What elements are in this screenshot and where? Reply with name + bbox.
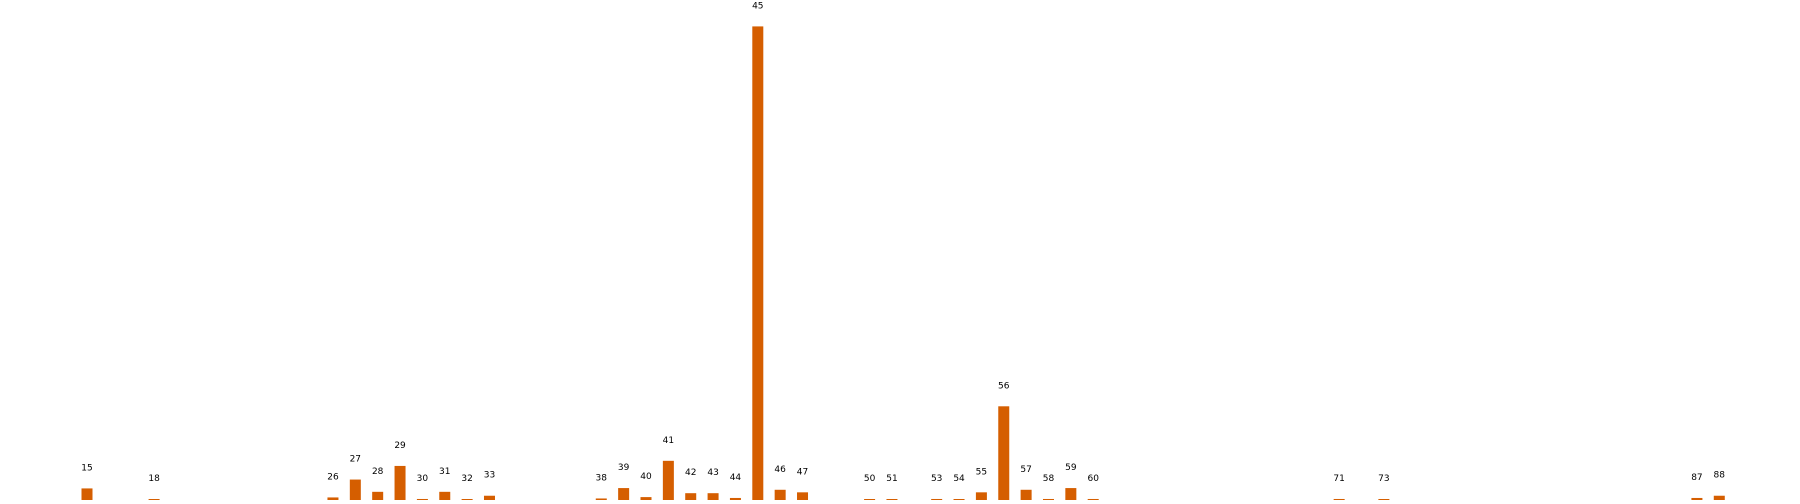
bar-label-29: 29 <box>394 441 406 451</box>
bar-label-40: 40 <box>640 472 652 482</box>
bar-label-39: 39 <box>618 463 630 473</box>
bar-label-53: 53 <box>931 474 942 484</box>
bar-60 <box>1087 498 1099 500</box>
bar-56 <box>998 406 1010 500</box>
bar-label-42: 42 <box>685 468 696 478</box>
bar-31 <box>439 491 451 500</box>
bar-label-51: 51 <box>886 474 897 484</box>
bar-label-38: 38 <box>596 473 608 483</box>
bar-label-87: 87 <box>1691 473 1702 483</box>
bar-71 <box>1333 498 1345 500</box>
bar-59 <box>1065 488 1077 500</box>
bar-label-60: 60 <box>1087 474 1099 484</box>
bar-label-46: 46 <box>774 465 786 475</box>
bar-label-45: 45 <box>752 1 763 11</box>
bar-label-54: 54 <box>953 474 965 484</box>
bar-29 <box>394 465 406 500</box>
bar-label-47: 47 <box>797 467 808 477</box>
bar-label-44: 44 <box>730 473 742 483</box>
bar-42 <box>685 493 697 500</box>
bar-27 <box>349 479 361 500</box>
bar-55 <box>975 492 987 500</box>
bar-label-41: 41 <box>663 436 674 446</box>
bar-label-43: 43 <box>707 468 718 478</box>
bar-40 <box>640 497 652 500</box>
bar-26 <box>327 497 339 500</box>
bar-label-88: 88 <box>1714 471 1726 481</box>
bar-label-26: 26 <box>327 472 339 482</box>
bar-53 <box>931 498 943 500</box>
bar-30 <box>416 498 428 500</box>
bars-layer <box>81 26 1725 500</box>
bar-38 <box>595 498 607 500</box>
bar-label-58: 58 <box>1043 474 1055 484</box>
bar-57 <box>1020 489 1032 500</box>
bar-label-31: 31 <box>439 467 450 477</box>
bar-label-32: 32 <box>461 474 472 484</box>
bar-88 <box>1713 495 1725 500</box>
bar-label-56: 56 <box>998 381 1010 391</box>
bar-label-73: 73 <box>1378 474 1389 484</box>
bar-label-59: 59 <box>1065 463 1077 473</box>
bar-47 <box>797 492 809 500</box>
bar-label-27: 27 <box>350 455 361 465</box>
bar-label-28: 28 <box>372 467 384 477</box>
labels-layer: 15 18 26 27 28 29 30 31 32 33 38 39 40 41 42 43 44 45 46 47… <box>81 1 1725 484</box>
bar-41 <box>662 460 674 500</box>
bar-58 <box>1042 498 1054 500</box>
bar-15 <box>81 488 93 500</box>
bar-28 <box>372 491 384 500</box>
bar-45 <box>752 26 764 500</box>
bar-44 <box>729 497 741 500</box>
bar-label-33: 33 <box>484 471 495 481</box>
bar-label-15: 15 <box>81 463 92 473</box>
bar-label-30: 30 <box>417 474 429 484</box>
bar-label-71: 71 <box>1333 474 1344 484</box>
bar-label-55: 55 <box>976 467 987 477</box>
bar-label-57: 57 <box>1020 465 1031 475</box>
bar-43 <box>707 493 719 500</box>
bar-39 <box>618 488 630 500</box>
bar-87 <box>1691 497 1703 500</box>
bar-46 <box>774 489 786 500</box>
bar-label-18: 18 <box>148 474 160 484</box>
bar-33 <box>483 495 495 500</box>
bar-label-50: 50 <box>864 474 876 484</box>
